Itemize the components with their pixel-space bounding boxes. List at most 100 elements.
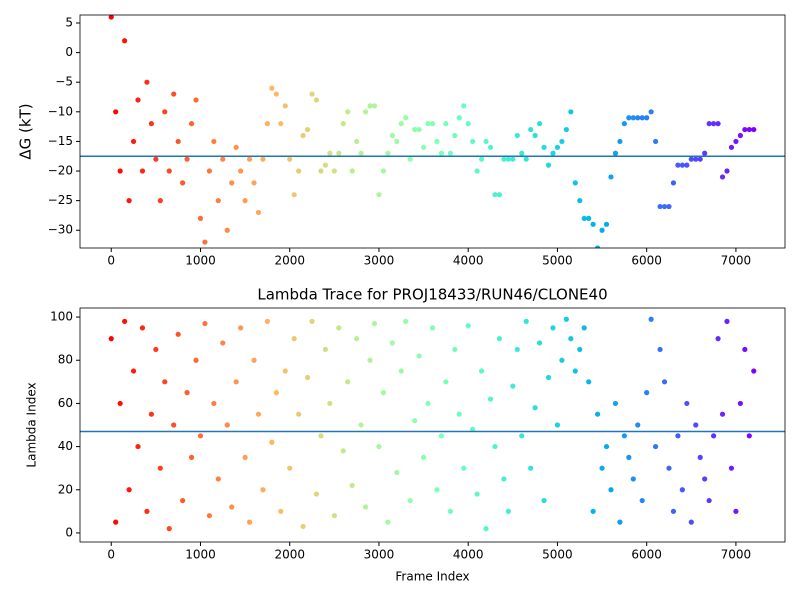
point	[648, 109, 654, 115]
point	[684, 400, 690, 407]
point	[394, 469, 400, 476]
point	[148, 411, 154, 417]
y-tick-label: −30	[48, 223, 73, 237]
point	[202, 239, 208, 245]
point	[719, 411, 726, 417]
x-tick-label: 6000	[631, 254, 662, 268]
point	[157, 465, 163, 471]
point	[122, 38, 128, 44]
point	[719, 174, 726, 180]
point	[358, 422, 364, 428]
point	[711, 433, 717, 439]
point	[336, 150, 342, 156]
point	[282, 103, 288, 109]
y-axis-label: Lambda Index	[25, 382, 39, 467]
point	[728, 144, 735, 150]
point	[429, 121, 436, 127]
point	[590, 221, 596, 227]
point	[206, 513, 212, 519]
point	[661, 203, 668, 210]
x-tick-label: 6000	[631, 548, 662, 562]
point	[233, 144, 239, 150]
point	[291, 336, 297, 342]
point	[644, 115, 650, 121]
point	[545, 162, 552, 168]
point	[313, 491, 320, 497]
y-tick-label: 0	[65, 45, 73, 59]
point	[586, 379, 592, 385]
point	[371, 320, 378, 327]
point	[273, 390, 279, 396]
point	[340, 448, 346, 454]
point	[242, 454, 248, 460]
point	[215, 476, 221, 482]
point	[113, 109, 119, 115]
point	[322, 346, 329, 353]
point	[287, 156, 293, 162]
point	[461, 103, 467, 109]
point	[215, 198, 221, 204]
point	[385, 150, 391, 156]
point	[550, 325, 556, 331]
point	[478, 368, 485, 374]
chart-title: Lambda Trace for PROJ18433/RUN46/CLONE40	[257, 286, 607, 304]
point	[456, 115, 462, 121]
point	[523, 156, 529, 162]
point	[447, 150, 453, 156]
point	[175, 331, 181, 337]
point	[684, 162, 690, 168]
point	[541, 144, 547, 150]
point	[389, 340, 395, 346]
point	[162, 379, 168, 385]
point	[157, 198, 163, 204]
point	[456, 411, 462, 417]
point	[327, 150, 333, 156]
point	[135, 97, 141, 103]
point	[251, 357, 257, 363]
x-tick-label: 4000	[453, 548, 484, 562]
point	[492, 192, 498, 198]
point	[675, 162, 681, 168]
point	[394, 138, 400, 145]
point	[639, 115, 645, 121]
point	[443, 379, 449, 385]
point	[327, 400, 333, 407]
point	[559, 138, 565, 145]
point	[478, 156, 485, 162]
point	[452, 132, 458, 139]
point	[407, 156, 413, 162]
point	[313, 97, 320, 103]
point	[563, 316, 569, 322]
x-tick-label: 3000	[364, 254, 395, 268]
point	[577, 346, 583, 353]
point	[287, 465, 293, 471]
point	[269, 439, 275, 445]
point	[612, 150, 619, 156]
point	[519, 433, 525, 439]
point	[452, 346, 458, 353]
point	[260, 156, 266, 162]
point	[594, 411, 601, 417]
point	[162, 109, 168, 115]
point	[728, 465, 735, 471]
y-axis-label: ΔG (kT)	[17, 103, 35, 159]
point	[617, 138, 623, 145]
point	[229, 504, 235, 510]
point	[666, 465, 672, 471]
x-tick-label: 7000	[721, 548, 752, 562]
point	[572, 180, 578, 186]
point	[233, 379, 239, 385]
point	[229, 180, 235, 186]
point	[639, 497, 645, 504]
point	[153, 346, 159, 353]
point	[443, 121, 449, 127]
point	[715, 121, 721, 127]
y-tick-label: −15	[48, 134, 73, 148]
y-tick-label: 20	[58, 482, 73, 496]
point	[679, 487, 685, 493]
point	[108, 15, 114, 20]
point	[251, 180, 257, 186]
point	[679, 162, 685, 168]
point	[501, 156, 507, 162]
point	[389, 132, 395, 139]
